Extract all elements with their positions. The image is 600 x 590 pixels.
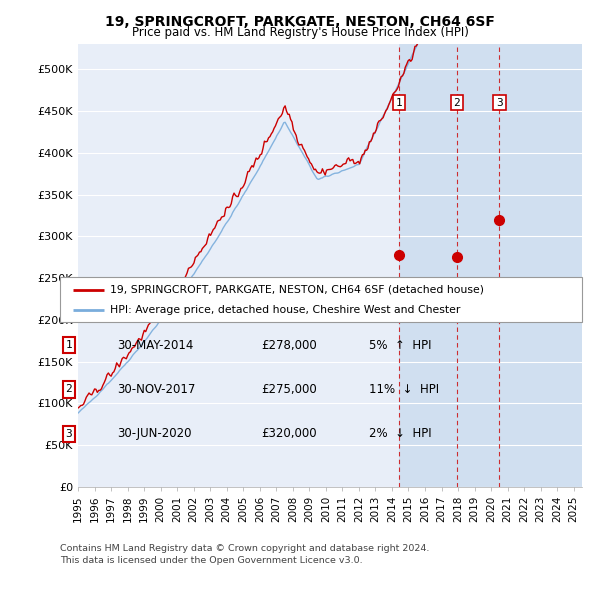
Text: 19, SPRINGCROFT, PARKGATE, NESTON, CH64 6SF: 19, SPRINGCROFT, PARKGATE, NESTON, CH64 … bbox=[105, 15, 495, 29]
Text: £275,000: £275,000 bbox=[261, 383, 317, 396]
Text: 11%  ↓  HPI: 11% ↓ HPI bbox=[369, 383, 439, 396]
FancyBboxPatch shape bbox=[60, 277, 582, 322]
Text: 30-JUN-2020: 30-JUN-2020 bbox=[117, 427, 191, 440]
Text: 2: 2 bbox=[454, 98, 460, 108]
Text: HPI: Average price, detached house, Cheshire West and Chester: HPI: Average price, detached house, Ches… bbox=[110, 306, 460, 316]
Text: This data is licensed under the Open Government Licence v3.0.: This data is licensed under the Open Gov… bbox=[60, 556, 362, 565]
Text: 19, SPRINGCROFT, PARKGATE, NESTON, CH64 6SF (detached house): 19, SPRINGCROFT, PARKGATE, NESTON, CH64 … bbox=[110, 285, 484, 294]
Text: 5%  ↑  HPI: 5% ↑ HPI bbox=[369, 339, 431, 352]
Text: £278,000: £278,000 bbox=[261, 339, 317, 352]
Text: 3: 3 bbox=[65, 429, 73, 438]
Text: 1: 1 bbox=[65, 340, 73, 350]
Text: 30-MAY-2014: 30-MAY-2014 bbox=[117, 339, 193, 352]
Text: 2%  ↓  HPI: 2% ↓ HPI bbox=[369, 427, 431, 440]
Text: 2: 2 bbox=[65, 385, 73, 394]
Text: £320,000: £320,000 bbox=[261, 427, 317, 440]
Text: 30-NOV-2017: 30-NOV-2017 bbox=[117, 383, 196, 396]
Text: Price paid vs. HM Land Registry's House Price Index (HPI): Price paid vs. HM Land Registry's House … bbox=[131, 26, 469, 39]
Text: Contains HM Land Registry data © Crown copyright and database right 2024.: Contains HM Land Registry data © Crown c… bbox=[60, 544, 430, 553]
Bar bbox=[399, 44, 582, 487]
Text: 1: 1 bbox=[395, 98, 402, 108]
Text: 3: 3 bbox=[496, 98, 503, 108]
